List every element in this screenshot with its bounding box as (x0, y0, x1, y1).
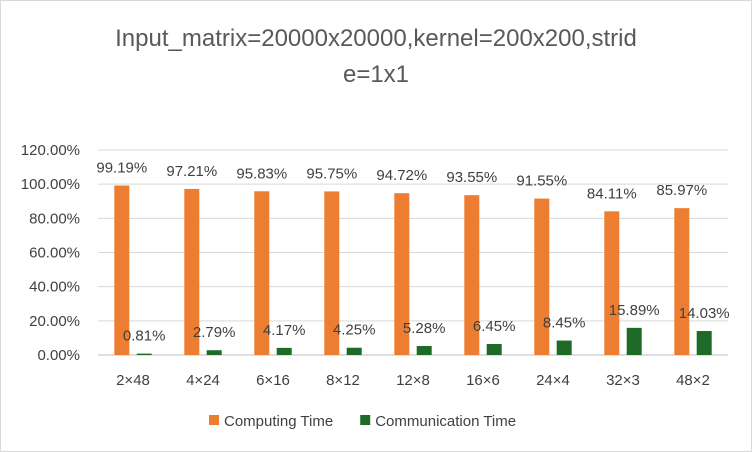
communication-time-bar (696, 331, 712, 355)
bars (114, 185, 712, 355)
communication-time-data-label: 5.28% (403, 320, 446, 337)
y-tick-label: 100.00% (21, 176, 80, 193)
computing-time-data-label: 99.19% (96, 160, 147, 177)
communication-time-bar (206, 350, 222, 355)
communication-time-data-label: 14.03% (679, 305, 730, 322)
legend-swatch (360, 415, 371, 425)
legend-label: Communication Time (375, 413, 516, 430)
x-tick-label: 6×16 (256, 372, 290, 389)
computing-time-bar (464, 195, 480, 355)
communication-time-bar (556, 340, 572, 355)
y-tick-label: 80.00% (29, 210, 80, 227)
chart-title: Input_matrix=20000x20000,kernel=200x200,… (115, 25, 637, 88)
computing-time-data-label: 93.55% (446, 169, 497, 186)
x-tick-label: 16×6 (466, 372, 500, 389)
communication-time-bar (346, 347, 362, 355)
computing-time-data-label: 91.55% (516, 173, 567, 190)
x-tick-label: 4×24 (186, 372, 220, 389)
communication-time-data-label: 2.79% (193, 324, 236, 341)
chart-title-line-2: e=1x1 (343, 61, 409, 88)
x-tick-label: 12×8 (396, 372, 430, 389)
x-axis-tick-labels: 2×48 4×24 6×16 8×12 12×8 16×6 24×4 32×3 48×2 (116, 372, 710, 389)
y-tick-label: 40.00% (29, 279, 80, 296)
y-tick-label: 60.00% (29, 245, 80, 262)
communication-time-bar (416, 345, 432, 355)
computing-time-bar (324, 191, 340, 355)
y-axis-tick-labels: 0.00% 20.00% 40.00% 60.00% 80.00% 100.00% 120.… (21, 142, 80, 364)
computing-time-bar (394, 193, 410, 355)
chart-title-line-1: Input_matrix=20000x20000,kernel=200x200,… (115, 25, 637, 52)
y-tick-label: 120.00% (21, 142, 80, 159)
x-tick-label: 2×48 (116, 372, 150, 389)
communication-time-bar (626, 327, 642, 355)
legend: Computing Time Communication Time (209, 413, 516, 430)
computing-time-bar (674, 208, 690, 355)
communication-time-data-label: 15.89% (609, 302, 660, 319)
legend-label: Computing Time (224, 413, 333, 430)
computing-time-bar (114, 185, 130, 355)
computing-time-data-label: 95.83% (236, 165, 287, 182)
communication-time-bar (276, 347, 292, 355)
communication-time-data-label: 4.17% (263, 322, 306, 339)
gridlines (98, 149, 728, 356)
communication-time-bar (136, 353, 152, 355)
y-tick-label: 0.00% (37, 347, 80, 364)
computing-time-bar (534, 198, 550, 355)
computing-time-bar (254, 191, 270, 355)
communication-time-bar (486, 343, 502, 355)
data-labels: 99.19% 97.21% 95.83% 95.75% 94.72% 93.55% 91.5… (96, 160, 729, 345)
communication-time-data-label: 8.45% (543, 315, 586, 332)
x-tick-label: 48×2 (676, 372, 710, 389)
x-tick-label: 24×4 (536, 372, 570, 389)
y-tick-label: 20.00% (29, 313, 80, 330)
computing-time-bar (184, 188, 200, 355)
legend-swatch (209, 415, 219, 425)
x-tick-label: 32×3 (606, 372, 640, 389)
communication-time-data-label: 6.45% (473, 318, 516, 335)
communication-time-data-label: 0.81% (123, 328, 166, 345)
computing-time-data-label: 94.72% (376, 167, 427, 184)
x-tick-label: 8×12 (326, 372, 360, 389)
computing-time-data-label: 84.11% (587, 185, 637, 202)
computing-time-bar (604, 211, 620, 355)
computing-time-data-label: 85.97% (656, 182, 707, 199)
communication-time-data-label: 4.25% (333, 322, 376, 339)
computing-time-data-label: 95.75% (306, 165, 357, 182)
computing-time-data-label: 97.21% (166, 163, 217, 180)
